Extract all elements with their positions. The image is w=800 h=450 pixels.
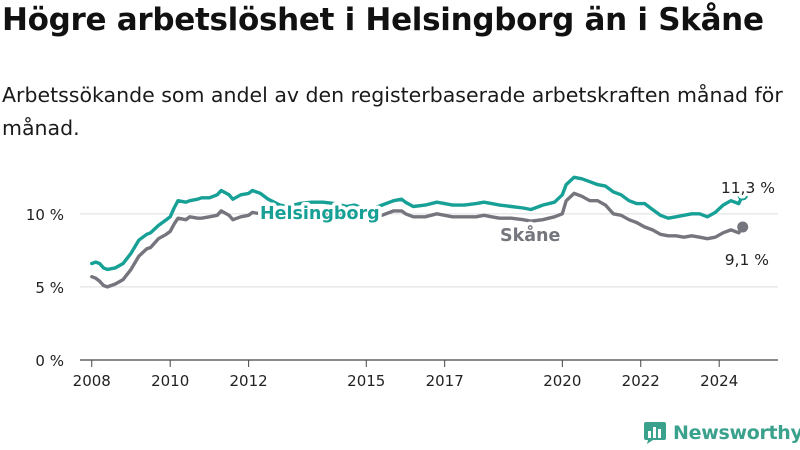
chart-title: Högre arbetslöshet i Helsingborg än i Sk… — [2, 2, 764, 38]
y-tick-label: 10 % — [26, 206, 64, 224]
end-value-skane-halo: 9,1 % — [725, 251, 769, 269]
series-line-skne — [90, 191, 745, 289]
y-axis-ticks: 0 % 5 % 10 % — [26, 206, 64, 370]
end-value-helsingborg-halo: 11,3 % — [721, 179, 775, 197]
x-tick-label: 2008 — [73, 372, 111, 390]
bar-chart-icon — [644, 422, 666, 444]
x-tick-label: 2017 — [426, 372, 464, 390]
chart-subtitle: Arbetssökande som andel av den registerb… — [2, 83, 783, 140]
x-tick-label: 2015 — [347, 372, 385, 390]
y-tick-label: 0 % — [35, 352, 64, 370]
series-name-skane: Skåne — [500, 224, 561, 246]
series-endpoint-helsingborg — [737, 189, 749, 201]
gridlines — [80, 213, 778, 361]
end-value-helsingborg: 11,3 % — [721, 179, 775, 197]
x-axis-ticks: 2008 2010 2012 2015 2017 2020 2022 2024 — [73, 360, 738, 390]
end-value-skane: 9,1 % — [725, 251, 769, 269]
x-tick-label: 2020 — [543, 372, 581, 390]
x-tick-label: 2022 — [622, 372, 660, 390]
series-endpoint-skne — [737, 221, 749, 233]
x-tick-label: 2010 — [151, 372, 189, 390]
x-tick-label: 2012 — [230, 372, 268, 390]
x-tick-label: 2024 — [700, 372, 738, 390]
newsworthy-brand[interactable]: Newsworthy — [643, 420, 800, 446]
series-name-helsingborg-halo: Helsingborg — [260, 204, 380, 224]
y-tick-label: 5 % — [35, 279, 64, 297]
series-name-skane-halo: Skåne — [500, 224, 561, 246]
series-lines — [90, 175, 749, 289]
series-name-helsingborg: Helsingborg — [260, 204, 380, 224]
series-line-helsingborg — [90, 175, 745, 272]
brand-name: Newsworthy — [673, 422, 800, 444]
